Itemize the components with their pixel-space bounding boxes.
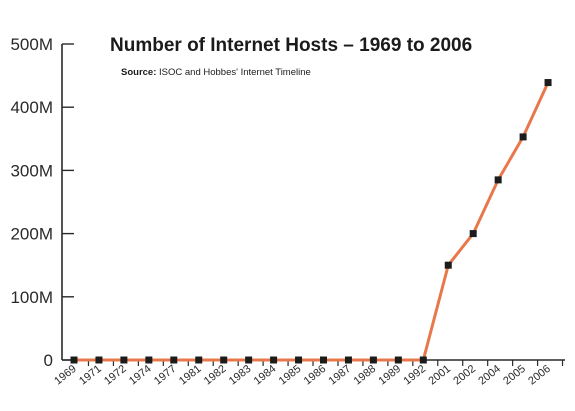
data-point	[145, 356, 153, 364]
y-tick-label: 100M	[10, 288, 53, 307]
data-point	[320, 356, 327, 364]
chart-title: Number of Internet Hosts – 1969 to 2006	[110, 35, 472, 56]
series	[70, 79, 552, 364]
x-tick-label: 2004	[476, 363, 503, 388]
x-tick-label: 1974	[127, 363, 154, 388]
x-tick-label: 2006	[526, 363, 553, 388]
x-tick-label: 1992	[401, 363, 428, 388]
data-point	[469, 230, 477, 238]
x-axis-ticks: 1969197119721974197719811982198319841985…	[52, 360, 564, 388]
data-point	[170, 356, 178, 364]
data-point	[195, 356, 203, 364]
x-tick-label: 1971	[77, 363, 104, 388]
data-point	[494, 176, 502, 184]
source-label: Source:	[121, 67, 156, 78]
data-point	[344, 356, 352, 364]
x-tick-label: 2001	[426, 363, 453, 388]
x-tick-label: 1988	[352, 363, 379, 388]
data-point	[419, 356, 427, 364]
data-point	[70, 356, 78, 364]
data-point	[444, 261, 452, 269]
data-point	[295, 356, 303, 364]
data-point	[519, 133, 527, 141]
x-tick-label: 1981	[177, 363, 204, 388]
data-point	[120, 356, 128, 364]
x-tick-label: 2002	[451, 363, 478, 388]
x-tick-label: 2005	[501, 363, 528, 388]
x-tick-label: 1989	[377, 363, 404, 388]
data-point	[95, 356, 103, 364]
x-tick-label: 1969	[52, 363, 79, 388]
x-tick-label: 1977	[152, 363, 179, 388]
y-axis-ticks: 0 100M 200M 300M 400M 500M	[10, 35, 74, 370]
y-tick-label: 300M	[10, 161, 53, 180]
chart-header: Number of Internet Hosts – 1969 to 2006 …	[110, 35, 472, 78]
x-tick-label: 1982	[202, 363, 229, 388]
x-tick-label: 1972	[102, 363, 129, 388]
x-tick-label: 1983	[227, 363, 254, 388]
axes	[61, 44, 565, 361]
y-tick-label: 200M	[10, 225, 53, 244]
y-tick-label: 400M	[10, 98, 53, 117]
data-point	[245, 356, 253, 364]
data-point	[270, 356, 278, 364]
x-tick-label: 1987	[327, 363, 354, 388]
x-tick-label: 1986	[302, 363, 329, 388]
x-tick-label: 1984	[252, 363, 279, 388]
chart-source: Source: ISOC and Hobbes' Internet Timeli…	[121, 67, 311, 78]
y-tick-label: 0	[44, 351, 53, 370]
data-point	[369, 356, 377, 364]
data-point	[220, 356, 228, 364]
data-point	[544, 79, 552, 87]
y-tick-label: 500M	[10, 35, 53, 54]
source-text: ISOC and Hobbes' Internet Timeline	[156, 67, 310, 78]
data-point	[394, 356, 402, 364]
series-line	[72, 81, 550, 362]
x-tick-label: 1985	[277, 363, 304, 388]
